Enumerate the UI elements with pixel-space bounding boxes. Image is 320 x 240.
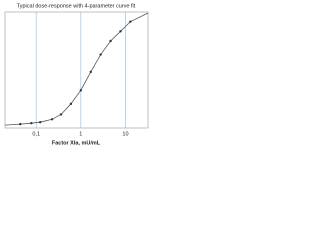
data-point — [119, 30, 122, 33]
fit-curve — [4, 12, 149, 126]
x-axis-label: Factor XIa, mU/mL — [52, 140, 101, 146]
data-point — [99, 53, 102, 56]
x-tick-label: 1 — [79, 131, 82, 137]
data-point — [50, 118, 54, 121]
data-point — [79, 89, 83, 92]
x-tick-label: 10 — [122, 131, 128, 137]
data-point — [109, 39, 112, 43]
data-point — [39, 121, 42, 124]
plot-area — [4, 11, 149, 129]
data-point — [19, 122, 22, 126]
x-tick-label: 0,1 — [32, 131, 40, 137]
data-point — [129, 20, 132, 23]
data-point — [89, 70, 92, 74]
chart-title: Typical dose-response with 4-parameter c… — [17, 3, 136, 9]
data-point — [69, 102, 73, 106]
data-point — [59, 113, 63, 116]
chart: Typical dose-response with 4-parameter c… — [4, 3, 149, 146]
data-point — [30, 121, 33, 125]
